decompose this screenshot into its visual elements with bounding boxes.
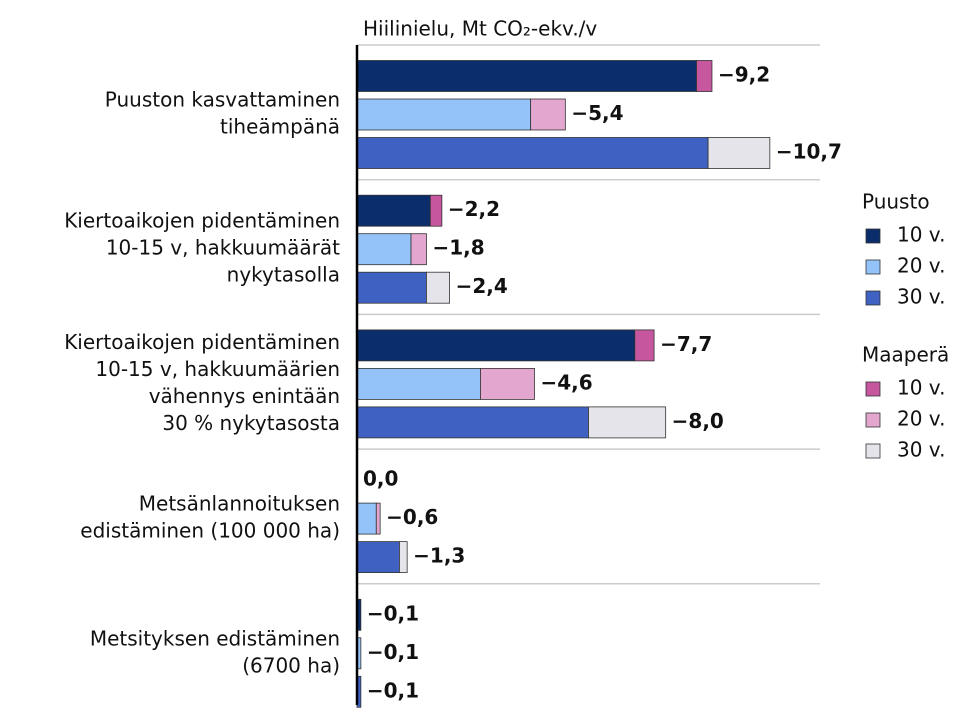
category-label: Puuston kasvattaminen [105,88,340,112]
value-label: 0,0 [363,467,398,491]
value-label: −9,2 [718,63,770,87]
bar-segment [410,233,427,266]
category-label: vähennys enintään [149,384,340,408]
legend-swatch [865,381,881,397]
legend-label: 20 v. [897,254,945,278]
bar-segment [426,271,451,304]
value-label: −0,1 [367,678,419,702]
value-label: −8,0 [672,409,724,433]
bar-segment [356,406,589,439]
bar-segment [375,502,381,535]
legend-title: Maaperä [862,343,949,367]
value-label: −1,3 [413,544,465,568]
value-label: −0,1 [367,640,419,664]
category-label: edistäminen (100 000 ha) [80,519,340,543]
legend-label: 30 v. [897,285,945,309]
bar-segment [480,367,535,400]
category-label: (6700 ha) [242,653,340,677]
bar-segment [356,137,709,169]
value-label: −0,1 [367,601,419,625]
bar-segment [696,60,713,92]
bar-segment [588,406,667,439]
bar-segment [356,367,481,400]
category-label: tiheämpänä [220,115,340,139]
legend-swatch [865,259,881,275]
bar-segment [399,541,408,573]
category-label: nykytasolla [227,263,340,287]
value-label: −5,4 [571,101,623,125]
value-label: −2,2 [448,197,500,221]
bar-segment [634,329,655,362]
category-label: Kiertoaikojen pidentäminen [64,330,340,354]
bar-segment [356,329,636,362]
bar-segment [429,194,443,227]
value-label: −10,7 [776,140,842,164]
legend-label: 10 v. [897,223,945,247]
bar-segment [356,271,427,304]
category-label: 10-15 v, hakkuumäärät [106,236,340,260]
legend-title: Puusto [862,190,930,214]
bar-segment [356,60,697,92]
bar-segment [356,233,412,266]
legend-swatch [865,412,881,428]
bar-segment [707,137,771,169]
category-label: 10-15 v, hakkuumäärien [95,357,340,381]
bar-segment [356,541,400,573]
category-label: Metsityksen edistäminen [90,626,340,650]
value-label: −1,8 [432,236,484,260]
legend-label: 30 v. [897,438,945,462]
bar-segment [356,98,532,131]
legend-label: 10 v. [897,376,945,400]
bar-segment [356,194,431,227]
value-label: −2,4 [456,274,508,298]
bar-segment [356,502,377,535]
legend-swatch [865,228,881,244]
value-label: −7,7 [660,332,712,356]
value-label: −0,6 [386,505,438,529]
legend-label: 20 v. [897,407,945,431]
category-label: Metsänlannoituksen [139,492,340,516]
legend-swatch [865,290,881,306]
category-label: Kiertoaikojen pidentäminen [64,209,340,233]
legend-swatch [865,443,881,459]
value-label: −4,6 [540,370,592,394]
bar-segment [530,98,566,131]
category-label: 30 % nykytasosta [162,411,340,435]
axis-title: Hiilinielu, Mt CO₂-ekv./v [363,17,597,41]
